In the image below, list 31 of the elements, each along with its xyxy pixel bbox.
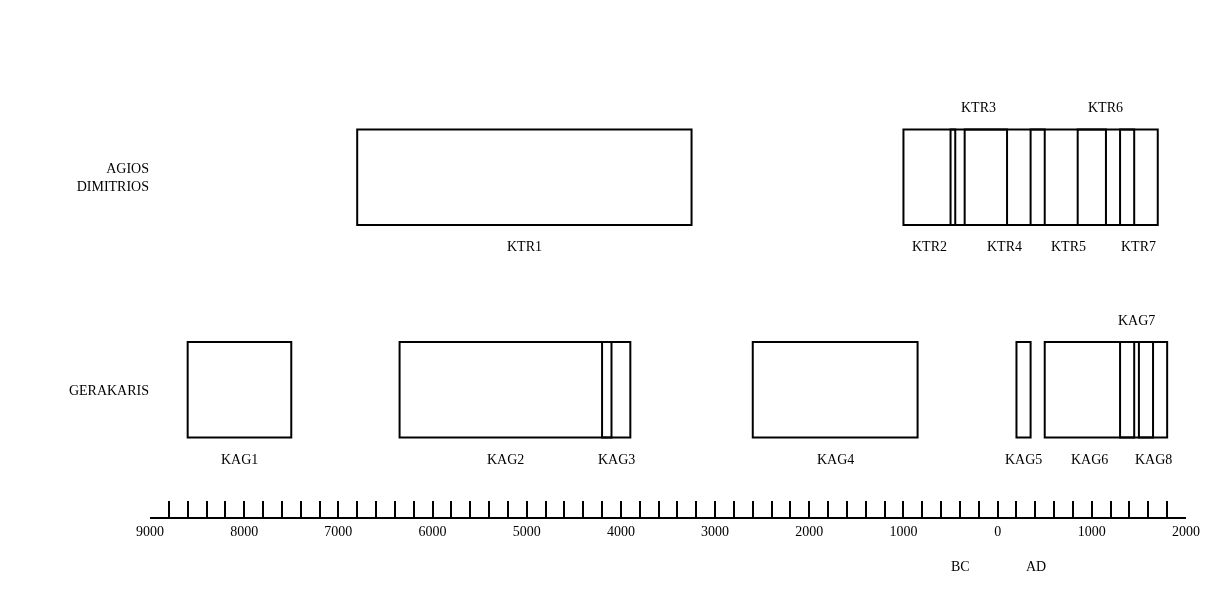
x-tick-label: 2000 [1172, 523, 1200, 539]
series-label: KAG2 [487, 452, 525, 467]
x-tick-label: 5000 [512, 523, 541, 539]
series-label: KAG7 [1118, 313, 1156, 328]
x-tick-label: 7000 [324, 523, 353, 539]
text: BC [951, 559, 970, 574]
x-tick-label: 8000 [230, 523, 259, 539]
series-label: KTR4 [987, 239, 1022, 254]
series-label: KTR3 [961, 100, 996, 115]
y-tick-label: AGIOS DIMITRIOS [76, 161, 149, 195]
x-tick-label: 4000 [606, 523, 635, 539]
x-tick-label: 6000 [418, 523, 447, 539]
series-label: KTR6 [1088, 100, 1123, 115]
series-label: KAG8 [1135, 452, 1173, 467]
x-tick-label: 1000 [889, 523, 918, 539]
series-label: KTR7 [1121, 239, 1156, 254]
x-tick-label: 9000 [136, 523, 164, 539]
x-tick-label: 1000 [1077, 523, 1106, 539]
series-label: KTR5 [1051, 239, 1086, 254]
text: AD [1026, 559, 1047, 574]
series-label: KTR1 [507, 239, 542, 254]
series-label: KAG1 [221, 452, 259, 467]
x-tick-label: 0 [994, 523, 1002, 539]
series-label: KTR2 [912, 239, 947, 254]
series-label: KAG5 [1005, 452, 1043, 467]
series-label: KAG4 [817, 452, 855, 467]
y-tick-label: GERAKARIS [68, 382, 149, 398]
x-tick-label: 3000 [701, 523, 730, 539]
x-tick-label: 2000 [795, 523, 824, 539]
series-label: KAG3 [598, 452, 636, 467]
series-label: KAG6 [1071, 452, 1109, 467]
